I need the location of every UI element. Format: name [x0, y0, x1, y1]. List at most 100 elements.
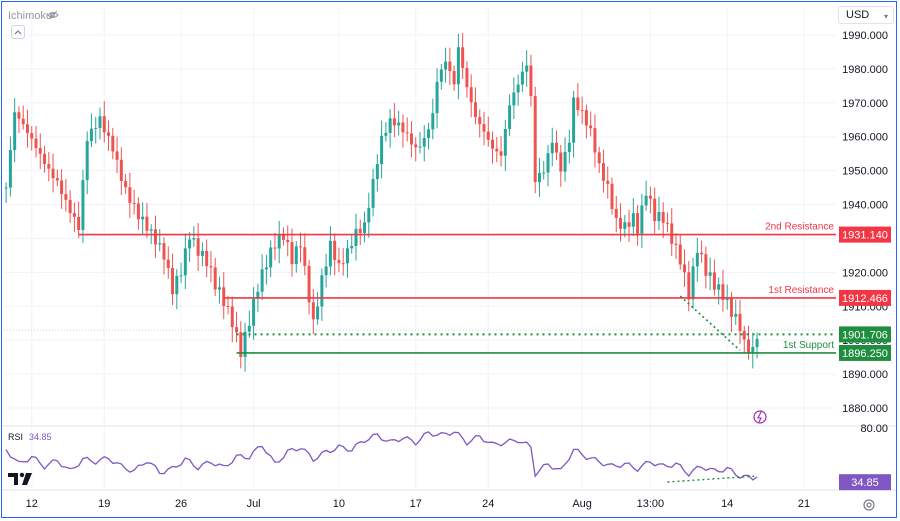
candle-body	[107, 132, 111, 136]
candle-body	[491, 139, 495, 149]
candle-body	[269, 247, 273, 268]
candle-body	[597, 152, 601, 164]
eye-hidden-icon[interactable]	[47, 9, 59, 21]
candle-body	[188, 239, 192, 249]
candle-body	[345, 248, 349, 264]
candle-body	[68, 199, 72, 214]
time-tick-label: 13:00	[637, 498, 665, 510]
candle-body	[205, 250, 209, 267]
candle-body	[469, 87, 473, 103]
currency-select[interactable]: USD ▾	[838, 6, 894, 24]
tradingview-logo-icon[interactable]	[8, 472, 34, 486]
candle-body	[213, 267, 217, 290]
candle-body	[546, 153, 550, 173]
candle-body	[627, 222, 631, 227]
candle-body	[371, 179, 375, 208]
time-tick-label: 21	[798, 498, 810, 510]
candle-body	[717, 284, 721, 290]
candle-body	[665, 222, 669, 224]
candle-body	[8, 150, 12, 188]
rsi-header[interactable]: RSI 34.85	[8, 432, 52, 442]
candle-body	[252, 298, 256, 326]
candle-body	[414, 144, 418, 148]
level-price-tag	[839, 344, 891, 361]
candle-body	[725, 297, 729, 301]
candle-body	[678, 244, 682, 265]
candle-body	[516, 84, 520, 93]
time-tick-label: 17	[410, 498, 422, 510]
candle-body	[47, 164, 51, 169]
candle-body	[128, 187, 132, 203]
candle-body	[149, 229, 153, 231]
candle-body	[21, 118, 25, 125]
alert-lightning-icon	[753, 410, 767, 424]
candle-body	[260, 269, 264, 292]
candle-body	[422, 138, 426, 147]
candle-body	[102, 116, 106, 133]
candle-body	[580, 110, 584, 112]
candle-body	[200, 250, 204, 256]
candle-body	[307, 265, 311, 303]
candle-body	[751, 346, 755, 354]
candle-body	[277, 233, 281, 249]
candle-body	[461, 47, 465, 68]
candle-body	[448, 61, 452, 72]
current-price-label: 1901.706	[842, 329, 888, 341]
candle-body	[721, 284, 725, 301]
candle-body	[38, 148, 42, 154]
candle-body	[141, 216, 145, 220]
candle-body	[392, 118, 396, 126]
candle-body	[623, 222, 627, 229]
indicator-label[interactable]: Ichimoku	[8, 10, 53, 22]
candle-body	[94, 127, 98, 129]
rsi-line	[5, 431, 758, 481]
candle-body	[124, 181, 128, 188]
candle-body	[631, 213, 635, 227]
candle-body	[196, 238, 200, 256]
level-price-label: 1931.140	[842, 230, 888, 242]
candle-body	[537, 173, 541, 183]
candle-body	[431, 113, 435, 130]
candle-body	[226, 305, 230, 307]
candle-body	[273, 247, 277, 249]
candle-body	[158, 243, 162, 245]
candle-body	[235, 327, 239, 333]
candle-body	[542, 172, 546, 174]
candle-body	[593, 128, 597, 153]
candle-body	[473, 102, 477, 118]
candle-body	[742, 331, 746, 340]
time-tick-label: Aug	[572, 498, 592, 510]
candle-body	[418, 146, 422, 148]
price-tick-label: 1960.000	[842, 132, 888, 144]
candle-body	[452, 71, 456, 85]
candle-body	[661, 212, 665, 223]
gear-icon[interactable]	[862, 498, 876, 512]
rsi-label: RSI	[8, 432, 24, 442]
candle-body	[89, 128, 93, 142]
candle-body	[171, 268, 175, 295]
candle-body	[606, 180, 610, 184]
candle-body	[747, 339, 751, 354]
level-price-label: 1912.466	[842, 293, 888, 305]
candle-body	[222, 287, 226, 306]
candle-body	[640, 205, 644, 234]
candle-body	[674, 243, 678, 245]
candle-body	[166, 259, 170, 269]
candle-body	[572, 97, 576, 143]
candle-body	[397, 122, 401, 126]
candle-body	[755, 338, 759, 347]
candle-body	[409, 133, 413, 145]
time-tick-label: 19	[98, 498, 110, 510]
candle-body	[111, 135, 115, 152]
candle-body	[648, 195, 652, 199]
candle-body	[64, 194, 68, 200]
candle-body	[77, 216, 81, 231]
candle-body	[311, 302, 315, 320]
candle-body	[81, 180, 85, 231]
rsi-divergence-line	[667, 475, 758, 483]
collapse-icon[interactable]	[11, 25, 25, 39]
candle-body	[734, 313, 738, 317]
time-tick-label: 14	[721, 498, 733, 510]
candle-body	[25, 124, 29, 134]
